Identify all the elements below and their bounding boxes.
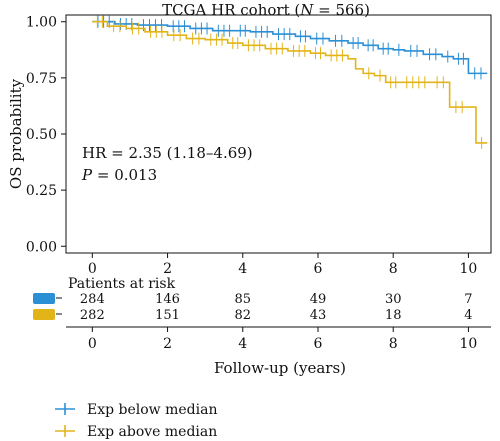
risk-count: 7 [464,292,472,307]
risk-count: 30 [385,292,402,307]
p-value-annotation: P = 0.013 [81,166,157,184]
risk-table-title: Patients at risk [68,276,176,292]
risk-table: 284 146 85 49 30 7 282 151 82 43 18 4 [33,292,473,323]
x-risk-tick-label: 0 [88,336,97,352]
y-axis-ticks: 0.00 0.25 0.50 0.75 1.00 [26,15,66,255]
risk-count: 282 [80,308,105,323]
x-axis-ticks-risk: 0 2 4 6 8 10 [88,327,477,352]
risk-count: 43 [310,308,327,323]
legend-label-above: Exp above median [87,424,217,440]
legend-item-above: Exp above median [55,424,217,440]
x-risk-tick-label: 6 [314,336,323,352]
risk-swatch-above [33,309,55,320]
y-tick-label: 1.00 [26,15,57,31]
y-tick-label: 0.25 [26,183,57,199]
p-value: = 0.013 [92,166,157,184]
legend-label-below: Exp below median [87,402,217,418]
legend-item-below: Exp below median [55,402,217,418]
risk-count: 49 [310,292,327,307]
risk-count: 18 [385,308,402,323]
x-plot-tick-label: 10 [460,261,478,277]
x-axis-label: Follow-up (years) [214,359,346,377]
risk-count: 284 [80,292,105,307]
risk-count: 85 [234,292,251,307]
survival-curves [92,15,488,149]
x-risk-tick-label: 2 [163,336,172,352]
y-tick-label: 0.00 [26,239,57,255]
risk-count: 4 [464,308,472,323]
x-risk-tick-label: 4 [238,336,247,352]
survival-curve-above [92,20,488,144]
x-risk-tick-label: 8 [389,336,398,352]
risk-count: 151 [155,308,180,323]
x-plot-tick-label: 2 [163,261,172,277]
chart-title-part-2: = 566) [313,1,370,19]
risk-swatch-below [33,293,55,304]
chart-title: TCGA HR cohort (N = 566) [162,1,370,19]
x-plot-tick-label: 4 [238,261,247,277]
x-plot-tick-label: 0 [88,261,97,277]
legend: Exp below median Exp above median [55,402,217,440]
chart-title-part-1: TCGA HR cohort ( [162,1,300,19]
y-tick-label: 0.50 [26,127,57,143]
p-symbol: P [81,166,93,184]
risk-count: 146 [155,292,180,307]
risk-count: 82 [234,308,251,323]
x-axis-ticks-plot: 0 2 4 6 8 10 [88,253,477,277]
x-plot-tick-label: 8 [389,261,398,277]
x-risk-tick-label: 10 [460,336,478,352]
chart-title-n: N [299,1,314,19]
y-tick-label: 0.75 [26,71,57,87]
x-plot-tick-label: 6 [314,261,323,277]
y-axis-label: OS probability [7,78,25,189]
plot-frame [65,14,492,254]
hr-annotation: HR = 2.35 (1.18–4.69) [82,144,253,162]
